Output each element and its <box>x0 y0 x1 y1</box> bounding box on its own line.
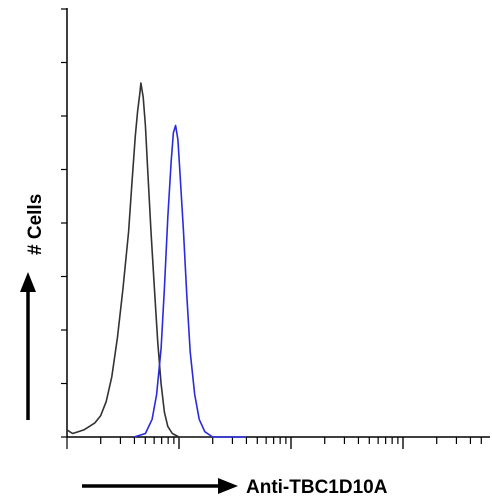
y-axis-label-group: # Cells <box>20 194 46 420</box>
x-axis-label-group: Anti-TBC1D10A <box>82 477 388 498</box>
axes <box>66 8 490 438</box>
x-axis-label: Anti-TBC1D10A <box>246 477 388 498</box>
histogram-curves <box>66 82 247 438</box>
x-ticks <box>66 437 482 449</box>
control-histogram-curve <box>66 82 213 438</box>
y-ticks <box>61 8 67 438</box>
y-axis-label: # Cells <box>25 194 46 255</box>
x-axis-arrowhead <box>218 478 238 494</box>
antibody-histogram-curve <box>133 124 247 438</box>
y-axis-arrowhead <box>20 272 36 292</box>
